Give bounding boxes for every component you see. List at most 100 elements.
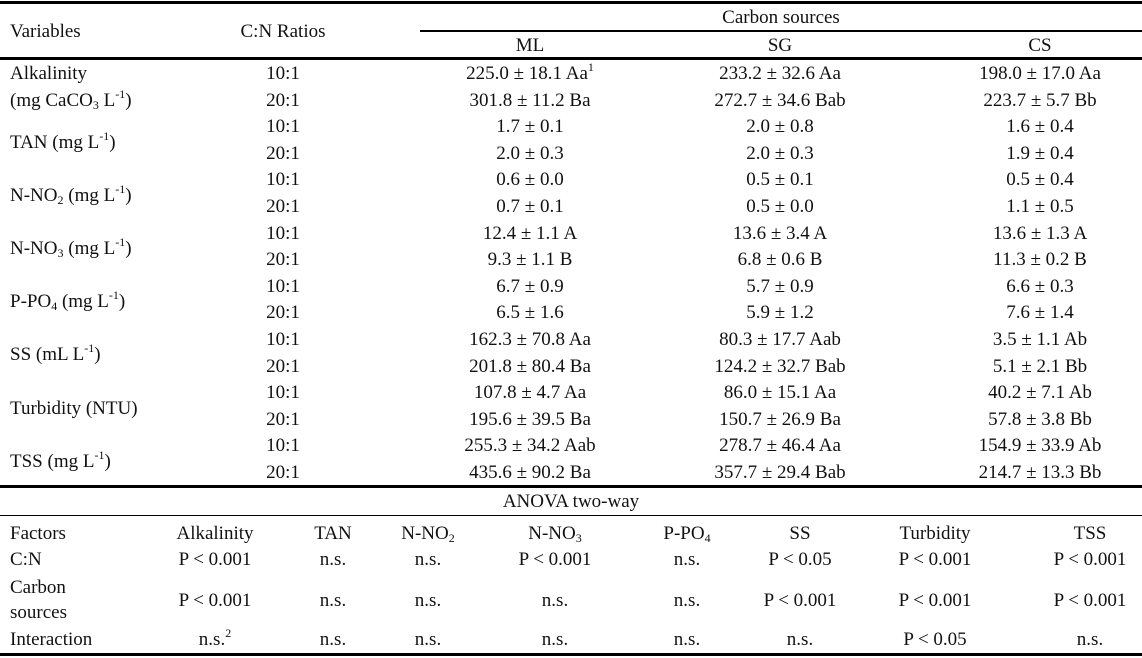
value-text: 435.6 ± 90.2 Ba [469, 462, 591, 483]
anova-cell: n.s. [320, 629, 346, 651]
value-text: 7.6 ± 1.4 [1006, 302, 1074, 324]
anova-value: n.s. [319, 549, 347, 570]
value-cell: 154.9 ± 33.9 Ab [979, 435, 1102, 457]
text-segment: ) [125, 237, 132, 259]
value-text: 124.2 ± 32.7 Bab [714, 355, 846, 377]
value-text: 278.7 ± 46.4 Aa [719, 435, 841, 457]
subscript: 3 [92, 97, 99, 112]
subscript: 3 [575, 531, 582, 545]
anova-header-factors: Factors [10, 523, 66, 545]
ratio-cell: 20:1 [266, 196, 300, 217]
anova-value: P < 0.001 [1053, 590, 1127, 611]
value-text: 5.9 ± 1.2 [746, 302, 814, 324]
value-text: 198.0 ± 17.0 Aa [979, 63, 1101, 84]
subscript: 2 [448, 531, 455, 545]
value-cell: 3.5 ± 1.1 Ab [993, 329, 1087, 351]
value-text: 255.3 ± 34.2 Aab [464, 435, 596, 457]
anova-cell: n.s. [787, 629, 813, 651]
text-segment: (mg CaCO [10, 89, 93, 111]
anova-cell: n.s. [542, 629, 568, 651]
footnote-mark: 2 [225, 626, 232, 640]
text-segment: ) [125, 184, 132, 206]
superscript: -1 [108, 288, 119, 303]
value-text: 107.8 ± 4.7 Aa [473, 382, 587, 404]
text-segment: Turbidity (NTU) [10, 397, 138, 419]
value-cell: 0.7 ± 0.1 [496, 196, 563, 218]
value-cell: 162.3 ± 70.8 Aa [469, 329, 591, 351]
text-segment: P-PO [663, 523, 705, 544]
text-segment: N-NO [10, 237, 58, 259]
text-segment: (mg L [63, 237, 116, 259]
value-cell: 5.9 ± 1.2 [746, 302, 813, 324]
anova-cell: n.s. [320, 590, 346, 612]
ratio-cell: 20:1 [266, 462, 300, 483]
value-cell: 357.7 ± 29.4 Bab [714, 462, 845, 484]
text-segment: TAN [314, 523, 352, 544]
anova-header: N-NO2 [401, 523, 455, 545]
anova-value: n.s. [673, 590, 701, 611]
value-text: 13.6 ± 3.4 A [732, 222, 828, 244]
header-source-ml: ML [515, 35, 545, 56]
value-cell: 1.1 ± 0.5 [1006, 196, 1073, 218]
subscript: 3 [57, 245, 64, 260]
anova-cell: P < 0.001 [899, 590, 972, 612]
ratio-cell: 10:1 [266, 63, 300, 84]
value-text: 86.0 ± 15.1 Aa [723, 382, 837, 404]
value-cell: 6.6 ± 0.3 [1006, 276, 1073, 298]
value-text: 2.0 ± 0.3 [746, 142, 814, 164]
value-cell: 201.8 ± 80.4 Ba [469, 356, 591, 378]
anova-cell: n.s. [674, 549, 700, 571]
variable-label: TAN (mg L-1) [10, 130, 116, 154]
value-text: 0.6 ± 0.0 [496, 169, 564, 191]
value-text: 357.7 ± 29.4 Bab [714, 462, 846, 483]
text-segment: ) [104, 450, 111, 472]
anova-cell: n.s. [1077, 629, 1103, 651]
value-text: 9.3 ± 1.1 B [487, 249, 573, 271]
value-cell: 13.6 ± 3.4 A [733, 223, 827, 245]
superscript: -1 [94, 447, 105, 462]
value-text: 40.2 ± 7.1 Ab [988, 382, 1092, 404]
anova-value: n.s. [673, 549, 701, 570]
value-cell: 0.5 ± 0.0 [746, 196, 813, 218]
value-text: 2.0 ± 0.3 [496, 142, 564, 164]
value-cell: 150.7 ± 26.9 Ba [719, 409, 841, 431]
anova-value: n.s. [414, 549, 442, 570]
anova-cell: n.s. [674, 629, 700, 651]
value-cell: 6.7 ± 0.9 [496, 276, 563, 298]
superscript: -1 [115, 181, 126, 196]
anova-factor: C:N [10, 549, 42, 570]
anova-value: n.s. [541, 590, 569, 611]
value-text: 0.5 ± 0.4 [1006, 169, 1074, 191]
header-carbon-sources: Carbon sources [722, 7, 840, 28]
anova-value: P < 0.001 [178, 549, 252, 570]
anova-factor: Interaction [10, 629, 93, 650]
header-ratios: C:N Ratios [240, 21, 326, 42]
value-cell: 12.4 ± 1.1 A [483, 223, 577, 245]
text-segment: N-NO [528, 523, 576, 544]
variable-label: SS (mL L-1) [10, 341, 101, 366]
text-segment: N-NO [10, 184, 58, 206]
anova-header: P-PO4 [663, 523, 710, 545]
ratio-cell: 20:1 [266, 249, 300, 271]
text-segment: ) [94, 344, 101, 366]
ratio-cell: 10:1 [266, 435, 300, 457]
value-cell: 13.6 ± 1.3 A [993, 223, 1087, 245]
value-text: 6.6 ± 0.3 [1006, 275, 1074, 297]
anova-cell: P < 0.05 [903, 629, 966, 651]
header-source-sg: SG [767, 35, 793, 56]
value-text: 5.7 ± 0.9 [746, 275, 814, 297]
variable-label: N-NO2 (mg L-1) [10, 181, 132, 207]
value-cell: 225.0 ± 18.1 Aa1 [466, 61, 594, 85]
superscript: -1 [84, 341, 95, 356]
value-text: 2.0 ± 0.8 [746, 116, 814, 138]
anova-value: P < 0.05 [903, 629, 967, 650]
text-segment: ) [109, 131, 116, 153]
value-text: 12.4 ± 1.1 A [482, 222, 578, 244]
ratio-cell: 10:1 [266, 116, 300, 138]
value-cell: 1.7 ± 0.1 [496, 116, 563, 138]
value-text: 162.3 ± 70.8 Aa [469, 329, 591, 350]
value-text: 11.3 ± 0.2 B [993, 249, 1087, 271]
anova-header: TSS [1074, 523, 1107, 545]
variable-label: N-NO3 (mg L-1) [10, 236, 132, 260]
value-cell: 198.0 ± 17.0 Aa [979, 63, 1101, 85]
